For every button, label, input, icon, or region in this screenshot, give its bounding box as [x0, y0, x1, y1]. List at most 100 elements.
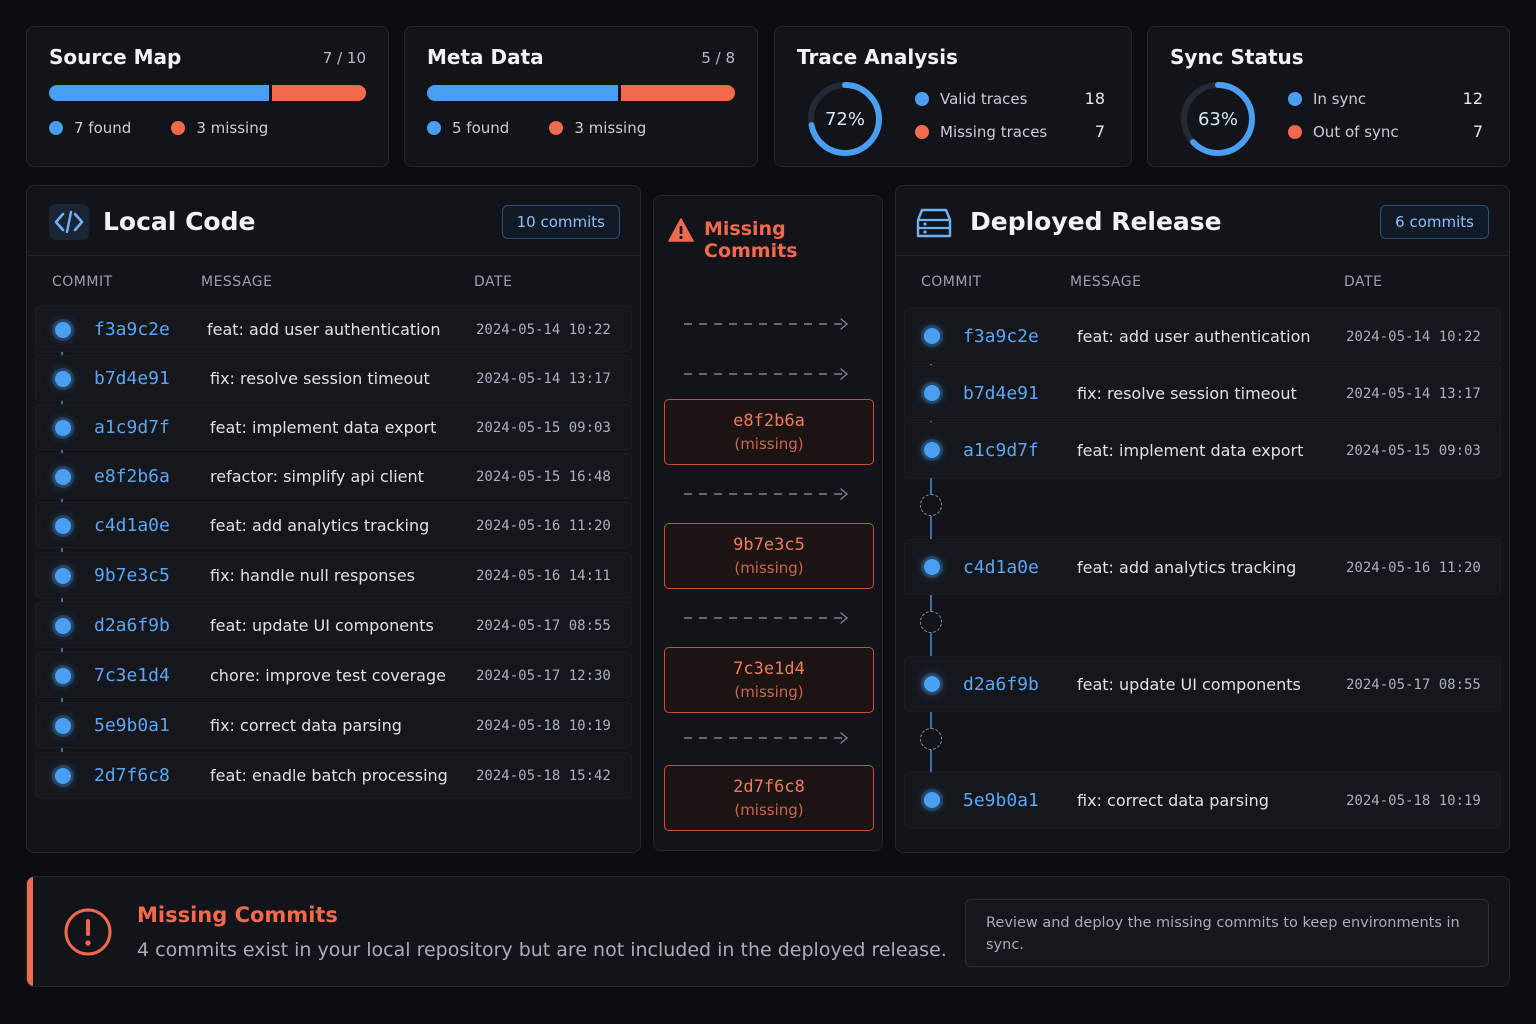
commit-hash[interactable]: 9b7e3c5	[94, 565, 170, 586]
source-map-missing-label: 3 missing	[196, 119, 269, 137]
commit-hash[interactable]: b7d4e91	[963, 383, 1039, 404]
meta-data-found-label: 5 found	[452, 119, 510, 137]
dashed-arrow-icon	[684, 612, 849, 624]
commit-message: feat: implement data export	[1077, 441, 1304, 460]
commit-hash[interactable]: 5e9b0a1	[94, 715, 170, 736]
deployed-release-panel: Deployed Release 6 commits COMMIT MESSAG…	[895, 185, 1510, 853]
commit-node	[924, 559, 940, 575]
missing-commit-node	[920, 728, 942, 750]
local-commit-row[interactable]: a1c9d7f feat: implement data export 2024-0…	[35, 404, 632, 450]
commit-node	[55, 668, 71, 684]
local-commit-row[interactable]: d2a6f9b feat: update UI components 2024-05…	[35, 602, 632, 648]
local-commit-row[interactable]: b7d4e91 fix: resolve session timeout 2024-…	[35, 355, 632, 401]
deployed-commits-badge[interactable]: 6 commits	[1380, 205, 1489, 239]
missing-commit-card[interactable]: 7c3e1d4 (missing)	[664, 647, 874, 713]
valid-traces-label: Valid traces	[940, 89, 1028, 108]
valid-dot	[915, 91, 929, 106]
commit-hash[interactable]: b7d4e91	[94, 368, 170, 389]
local-commit-row[interactable]: 2d7f6c8 feat: enadle batch processing 2024…	[35, 752, 632, 798]
meta-data-found-segment	[427, 85, 618, 101]
in-sync-row: In sync 12	[1288, 89, 1483, 108]
commit-node	[924, 442, 940, 458]
missing-commit-hash: 2d7f6c8	[733, 777, 805, 797]
local-code-title: Local Code	[103, 207, 256, 236]
commit-message: feat: implement data export	[210, 418, 437, 437]
local-commit-row[interactable]: 7c3e1d4 chore: improve test coverage 2024-…	[35, 652, 632, 698]
commit-hash[interactable]: 5e9b0a1	[963, 790, 1039, 811]
commit-node	[924, 385, 940, 401]
commit-node	[924, 676, 940, 692]
missing-commit-status: (missing)	[734, 435, 804, 453]
commit-date: 2024-05-16 11:20	[1346, 560, 1481, 576]
missing-dot	[915, 124, 929, 139]
dashed-arrow-icon	[684, 318, 849, 330]
in-sync-dot	[1288, 91, 1302, 106]
missing-commit-card[interactable]: e8f2b6a (missing)	[664, 399, 874, 465]
dashed-arrow-icon	[684, 732, 849, 744]
commit-hash[interactable]: d2a6f9b	[94, 615, 170, 636]
commit-hash[interactable]: d2a6f9b	[963, 674, 1039, 695]
commit-date: 2024-05-15 16:48	[476, 469, 611, 485]
commit-hash[interactable]: a1c9d7f	[94, 417, 170, 438]
deployed-commit-row[interactable]: f3a9c2e feat: add user authentication 2024…	[904, 308, 1501, 364]
commit-message: refactor: simplify api client	[210, 467, 424, 486]
source-map-found-label: 7 found	[74, 119, 132, 137]
missing-commit-card[interactable]: 2d7f6c8 (missing)	[664, 765, 874, 831]
banner-note: Review and deploy the missing commits to…	[965, 899, 1489, 967]
source-map-card: Source Map 7 / 10 7 found 3 missing	[26, 26, 389, 167]
local-code-panel: Local Code 10 commits COMMIT MESSAGE DAT…	[26, 185, 641, 853]
commit-hash[interactable]: f3a9c2e	[94, 319, 170, 340]
commit-message: feat: update UI components	[210, 616, 434, 635]
alert-circle-icon	[64, 908, 112, 956]
commit-hash[interactable]: c4d1a0e	[963, 557, 1039, 578]
dashed-arrow-icon	[684, 488, 849, 500]
trace-analysis-gauge	[808, 82, 882, 156]
commit-hash[interactable]: 2d7f6c8	[94, 765, 170, 786]
sync-status-gauge	[1181, 82, 1255, 156]
commit-date: 2024-05-14 13:17	[1346, 386, 1481, 402]
commit-message: feat: enadle batch processing	[210, 766, 448, 785]
commit-date: 2024-05-17 08:55	[476, 618, 611, 634]
local-commit-row[interactable]: f3a9c2e feat: add user authentication 2024…	[35, 306, 632, 352]
commit-date: 2024-05-15 09:03	[476, 420, 611, 436]
trace-analysis-card: Trace Analysis 72% Valid traces 18 Missi…	[774, 26, 1132, 167]
source-map-legend: 7 found 3 missing	[49, 119, 268, 137]
commit-date: 2024-05-14 13:17	[476, 371, 611, 387]
commit-node	[924, 792, 940, 808]
meta-data-missing-label: 3 missing	[574, 119, 647, 137]
deployed-commit-row[interactable]: c4d1a0e feat: add analytics tracking 2024-…	[904, 539, 1501, 595]
commit-node	[924, 328, 940, 344]
missing-commit-hash: 9b7e3c5	[733, 535, 805, 555]
col-message: MESSAGE	[1070, 274, 1142, 290]
valid-traces-value: 18	[1084, 89, 1105, 108]
local-commit-row[interactable]: c4d1a0e feat: add analytics tracking 2024-…	[35, 502, 632, 548]
missing-commit-hash: e8f2b6a	[733, 411, 805, 431]
commit-hash[interactable]: f3a9c2e	[963, 326, 1039, 347]
commit-hash[interactable]: a1c9d7f	[963, 440, 1039, 461]
deployed-commit-row[interactable]: a1c9d7f feat: implement data export 2024-0…	[904, 422, 1501, 478]
local-commit-row[interactable]: e8f2b6a refactor: simplify api client 2024…	[35, 453, 632, 499]
meta-data-missing-segment	[620, 85, 735, 101]
sync-status-title: Sync Status	[1170, 45, 1304, 69]
meta-data-count: 5 / 8	[701, 49, 735, 67]
dashed-arrow-icon	[684, 368, 849, 380]
commit-date: 2024-05-18 10:19	[476, 718, 611, 734]
commit-hash[interactable]: 7c3e1d4	[94, 665, 170, 686]
commit-hash[interactable]: e8f2b6a	[94, 466, 170, 487]
commit-node	[55, 420, 71, 436]
commit-date: 2024-05-18 10:19	[1346, 793, 1481, 809]
commit-node	[55, 718, 71, 734]
missing-commit-card[interactable]: 9b7e3c5 (missing)	[664, 523, 874, 589]
commit-node	[55, 568, 71, 584]
source-map-missing-segment	[271, 85, 366, 101]
deployed-commit-row[interactable]: 5e9b0a1 fix: correct data parsing 2024-05-…	[904, 772, 1501, 828]
missing-commit-status: (missing)	[734, 559, 804, 577]
deployed-commit-row[interactable]: b7d4e91 fix: resolve session timeout 2024-…	[904, 365, 1501, 421]
commit-hash[interactable]: c4d1a0e	[94, 515, 170, 536]
banner-title: Missing Commits	[137, 903, 338, 927]
deployed-commit-row[interactable]: d2a6f9b feat: update UI components 2024-05…	[904, 656, 1501, 712]
local-commits-badge[interactable]: 10 commits	[501, 205, 620, 239]
local-commit-row[interactable]: 9b7e3c5 fix: handle null responses 2024-05…	[35, 552, 632, 598]
col-commit: COMMIT	[52, 274, 113, 290]
local-commit-row[interactable]: 5e9b0a1 fix: correct data parsing 2024-05-…	[35, 702, 632, 748]
